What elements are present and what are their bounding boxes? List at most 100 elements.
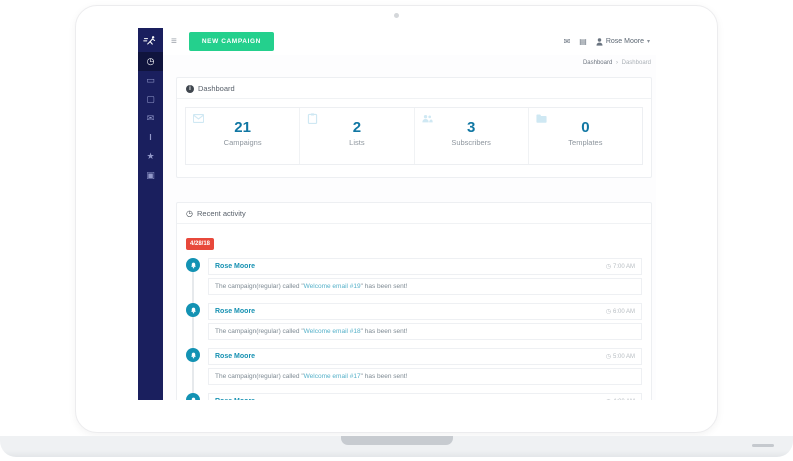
info-icon: i (186, 84, 194, 93)
entry-message-text: " has been sent! (360, 283, 408, 290)
user-menu[interactable]: Rose Moore ▾ (596, 37, 650, 46)
bell-icon (186, 258, 200, 272)
square-icon: ▢ (146, 94, 155, 104)
folder-icon (536, 114, 547, 123)
dashboard-card-header: i Dashboard (177, 78, 651, 99)
star-icon: ★ (146, 151, 155, 161)
breadcrumb-dashboard-link[interactable]: Dashboard (582, 60, 613, 66)
activity-entry: Rose Moore ◷ 5:00 AM The campaign(regula… (186, 348, 642, 385)
sidebar-item-text[interactable]: I (138, 128, 163, 147)
activity-entry: Rose Moore ◷ 4:00 AM The campaign(regula… (186, 393, 642, 400)
new-campaign-button[interactable]: NEW CAMPAIGN (188, 32, 274, 51)
entry-message: The campaign(regular) called "Welcome em… (208, 278, 642, 295)
card-icon: ▭ (146, 75, 155, 85)
gallery-icon[interactable]: ▤ (579, 36, 587, 46)
envelope-icon: ✉ (146, 113, 155, 123)
chevron-down-icon: ▾ (646, 39, 650, 45)
hamburger-menu-icon[interactable]: ≡ (171, 36, 177, 47)
entry-time: ◷ 7:00 AM (605, 263, 635, 271)
sidebar-item-dashboard[interactable]: ◷ (138, 52, 163, 71)
stat-campaigns[interactable]: 21 Campaigns (186, 108, 299, 164)
entry-header: Rose Moore ◷ 6:00 AM (208, 303, 642, 320)
activity-card-title: Recent activity (196, 209, 246, 218)
topbar-right: ✉ ▤ Rose Moore ▾ (563, 36, 650, 46)
bell-icon (186, 393, 200, 400)
dashboard-card-title: Dashboard (198, 84, 235, 93)
entry-time-value: 5:00 AM (612, 353, 635, 360)
stat-templates[interactable]: 0 Templates (527, 108, 642, 164)
recent-activity-card: ◷ Recent activity 4/28/18 Rose M (176, 202, 652, 400)
stat-label: Lists (349, 138, 365, 147)
sidebar-item-favorites[interactable]: ★ (138, 147, 163, 166)
timeline-line (192, 262, 194, 400)
clock-icon: ◷ (605, 264, 611, 270)
activity-body: 4/28/18 Rose Moore ◷ (177, 224, 651, 400)
campaign-link[interactable]: Welcome email #19 (303, 283, 361, 290)
entry-message-text: The campaign(regular) called " (215, 373, 304, 380)
clock-icon: ◷ (606, 398, 611, 400)
activity-card-header: ◷ Recent activity (177, 203, 651, 224)
entry-header: Rose Moore ◷ 5:00 AM (208, 348, 642, 365)
entry-time-value: 7:00 AM (612, 263, 635, 270)
stat-lists[interactable]: 2 Lists (299, 108, 413, 164)
entry-time: ◷ 6:00 AM (606, 308, 635, 316)
entry-time: ◷ 4:00 AM (606, 398, 635, 401)
stat-label: Subscribers (451, 138, 491, 147)
stat-subscribers[interactable]: 3 Subscribers (413, 108, 528, 164)
entry-user-link[interactable]: Rose Moore (215, 353, 256, 360)
entry-message-text: The campaign(regular) called " (215, 283, 304, 290)
entry-message-text: " has been sent! (360, 328, 408, 335)
clock-icon: ◷ (605, 354, 611, 360)
entry-message: The campaign(regular) called "Welcome em… (208, 323, 642, 340)
users-icon (421, 115, 433, 123)
breadcrumb-current: Dashboard (621, 60, 651, 66)
sidebar-item-email[interactable]: ✉ (138, 109, 163, 128)
envelope-icon (193, 114, 204, 123)
entry-time-value: 4:00 AM (613, 399, 635, 401)
stat-value: 21 (234, 119, 251, 136)
date-badge: 4/28/18 (186, 238, 215, 250)
campaign-link[interactable]: Welcome email #17 (303, 373, 361, 380)
bell-icon (186, 348, 200, 362)
activity-entry: Rose Moore ◷ 6:00 AM The campaign(regula… (186, 303, 642, 340)
stat-value: 0 (581, 119, 590, 136)
stat-value: 3 (466, 119, 476, 136)
clock-icon: ◷ (146, 56, 155, 66)
clock-icon: ◷ (186, 208, 193, 218)
text-cursor-icon: I (149, 132, 152, 142)
stat-value: 2 (352, 119, 362, 136)
entry-message: The campaign(regular) called "Welcome em… (208, 368, 642, 385)
sidebar-item-lists[interactable]: ▢ (138, 90, 163, 109)
activity-timeline: Rose Moore ◷ 7:00 AM The campaign(regula… (186, 258, 642, 400)
laptop-base-dash (752, 444, 774, 447)
person-icon (596, 37, 603, 46)
dashboard-card: i Dashboard 21 Campaigns (176, 77, 652, 178)
stat-label: Campaigns (223, 138, 262, 147)
entry-time-value: 6:00 AM (612, 308, 635, 315)
bell-icon (186, 303, 200, 317)
stat-label: Templates (568, 138, 603, 147)
runner-logo-icon (143, 35, 156, 45)
breadcrumb: Dashboard › Dashboard (176, 55, 652, 69)
entry-user-link[interactable]: Rose Moore (215, 263, 256, 270)
page-content: Dashboard › Dashboard i Dashboard (163, 55, 656, 400)
breadcrumb-separator: › (615, 60, 618, 66)
mail-icon[interactable]: ✉ (563, 36, 571, 46)
sidebar-item-campaigns[interactable]: ▭ (138, 71, 163, 90)
entry-time: ◷ 5:00 AM (605, 353, 635, 361)
laptop-webcam (394, 13, 399, 18)
entry-user-link[interactable]: Rose Moore (215, 308, 256, 315)
entry-message-text: " has been sent! (360, 373, 408, 380)
main-area: ≡ NEW CAMPAIGN ✉ ▤ Rose Moore ▾ Dashboar… (163, 28, 656, 400)
entry-header: Rose Moore ◷ 4:00 AM (208, 393, 642, 400)
entry-message-text: The campaign(regular) called " (215, 328, 304, 335)
laptop-notch (341, 436, 453, 445)
app-logo[interactable] (138, 28, 163, 52)
box-icon: ▣ (146, 170, 155, 180)
topbar: ≡ NEW CAMPAIGN ✉ ▤ Rose Moore ▾ (163, 28, 656, 55)
campaign-link[interactable]: Welcome email #18 (303, 328, 361, 335)
entry-user-link[interactable]: Rose Moore (215, 398, 255, 400)
sidebar: ◷ ▭ ▢ ✉ I ★ ▣ (138, 28, 163, 400)
laptop-base (0, 436, 793, 457)
sidebar-item-archive[interactable]: ▣ (138, 166, 163, 185)
